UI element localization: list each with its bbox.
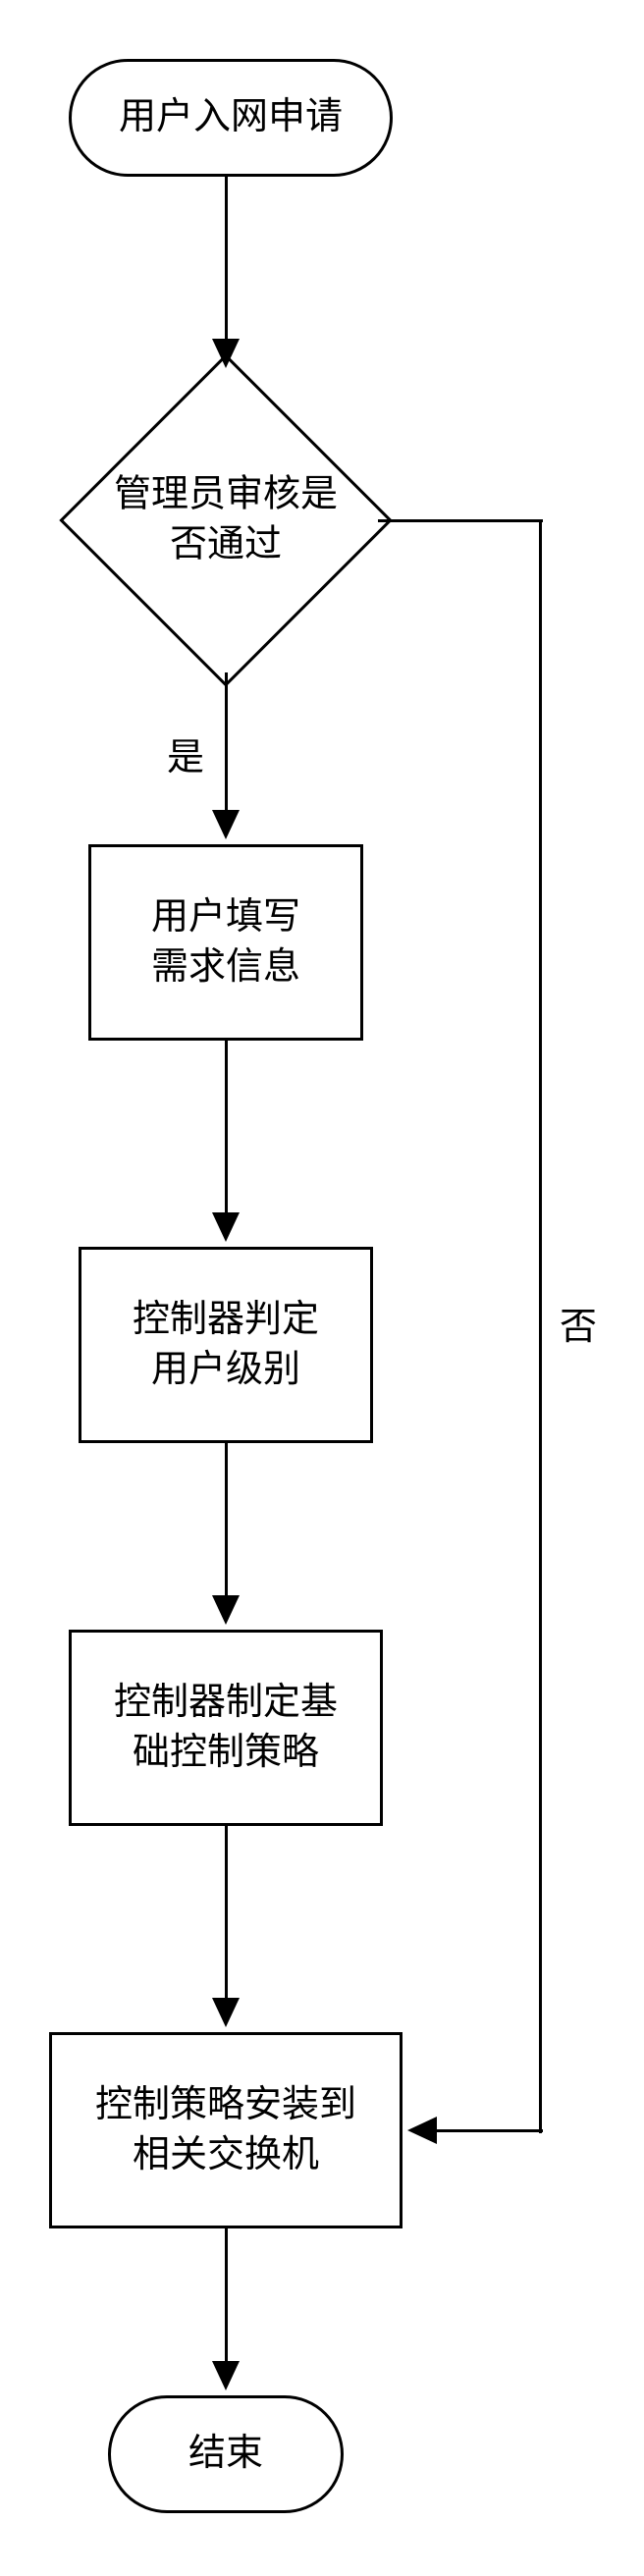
- node-text: 用户入网申请: [119, 92, 343, 142]
- arrow-head: [212, 339, 240, 368]
- arrow-head: [212, 1595, 240, 1625]
- arrow-head: [407, 2117, 437, 2144]
- edge-line: [225, 177, 228, 341]
- terminator-start: 用户入网申请: [69, 59, 393, 177]
- node-text: 控制策略安装到 相关交换机: [95, 2080, 356, 2181]
- arrow-head: [212, 1998, 240, 2027]
- arrow-head: [212, 2361, 240, 2390]
- edge-line: [225, 1041, 228, 1214]
- arrow-head: [212, 1212, 240, 1242]
- process-step1: 用户填写 需求信息: [88, 844, 363, 1041]
- node-text: 用户填写 需求信息: [151, 892, 300, 993]
- process-step3: 控制器制定基 础控制策略: [69, 1630, 383, 1826]
- edge-line: [378, 519, 543, 522]
- edge-line: [225, 1443, 228, 1597]
- edge-line: [225, 1826, 228, 2000]
- decision-decision: 管理员审核是 否通过: [108, 402, 344, 638]
- edge-label-no: 否: [560, 1296, 597, 1350]
- edge-label-yes: 是: [167, 726, 204, 780]
- edge-line: [225, 672, 228, 812]
- node-text: 控制器制定基 础控制策略: [114, 1678, 338, 1779]
- edge-line: [539, 520, 542, 2133]
- node-text: 结束: [188, 2429, 263, 2479]
- edge-line: [435, 2129, 543, 2132]
- edge-line: [225, 2228, 228, 2363]
- process-step4: 控制策略安装到 相关交换机: [49, 2032, 402, 2228]
- arrow-head: [212, 810, 240, 839]
- node-text: 控制器判定 用户级别: [133, 1295, 319, 1396]
- node-text: 管理员审核是 否通过: [61, 470, 391, 571]
- terminator-end: 结束: [108, 2395, 344, 2513]
- process-step2: 控制器判定 用户级别: [79, 1247, 373, 1443]
